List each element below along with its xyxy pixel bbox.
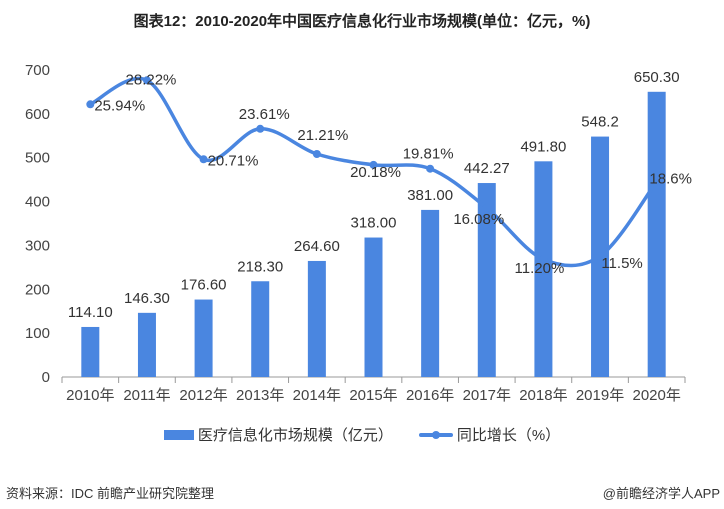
bar-value-label: 442.27 bbox=[464, 160, 510, 177]
growth-point bbox=[652, 177, 661, 186]
bar-value-label: 491.80 bbox=[520, 138, 566, 155]
y-tick-label: 400 bbox=[25, 194, 50, 211]
bar-value-label: 146.30 bbox=[124, 290, 170, 307]
bar-value-label: 114.10 bbox=[68, 304, 113, 321]
bar bbox=[137, 312, 156, 377]
y-tick-label: 200 bbox=[25, 281, 50, 298]
growth-value-label: 20.18% bbox=[350, 164, 401, 181]
legend-line-swatch bbox=[418, 430, 453, 439]
x-tick-label: 2019年 bbox=[576, 387, 624, 404]
growth-value-label: 19.81% bbox=[403, 146, 454, 163]
x-tick-label: 2011年 bbox=[123, 387, 170, 404]
x-tick-label: 2017年 bbox=[463, 387, 511, 404]
growth-point bbox=[369, 160, 378, 169]
bar-value-label: 548.2 bbox=[581, 114, 619, 131]
legend-line-label: 同比增长（%） bbox=[456, 427, 561, 444]
y-tick-label: 700 bbox=[25, 62, 50, 79]
growth-value-label: 11.20% bbox=[515, 260, 565, 277]
y-tick-label: 300 bbox=[25, 237, 50, 254]
bar bbox=[81, 326, 100, 377]
bar bbox=[477, 183, 496, 377]
chart-title: 图表12：2010-2020年中国医疗信息化行业市场规模(单位：亿元，%) bbox=[133, 13, 591, 30]
growth-value-label: 18.6% bbox=[649, 170, 692, 187]
y-tick-label: 0 bbox=[42, 369, 50, 386]
legend-item-line: 同比增长（%） bbox=[418, 424, 561, 445]
bar-value-label: 218.30 bbox=[237, 258, 283, 275]
x-tick-label: 2016年 bbox=[406, 387, 454, 404]
growth-value-label: 21.21% bbox=[297, 127, 348, 144]
y-tick-label: 100 bbox=[25, 325, 50, 342]
credit: @前瞻经济学人APP bbox=[602, 486, 720, 501]
growth-point bbox=[312, 150, 321, 159]
growth-point bbox=[199, 155, 208, 164]
bar-value-label: 650.30 bbox=[634, 69, 680, 86]
growth-point bbox=[256, 124, 265, 133]
growth-value-label: 25.94% bbox=[94, 97, 145, 114]
growth-value-label: 11.5% bbox=[601, 255, 642, 272]
x-tick-label: 2014年 bbox=[293, 387, 341, 404]
legend-bar-label: 医疗信息化市场规模（亿元） bbox=[197, 427, 393, 444]
bar bbox=[364, 237, 383, 377]
bar bbox=[307, 260, 326, 377]
bar bbox=[194, 299, 213, 377]
growth-value-label: 20.71% bbox=[208, 152, 259, 169]
x-tick-label: 2012年 bbox=[179, 387, 227, 404]
bar bbox=[534, 161, 553, 377]
bar-value-label: 176.60 bbox=[181, 277, 227, 294]
bar bbox=[421, 209, 440, 377]
bar-value-label: 264.60 bbox=[294, 238, 340, 255]
growth-point bbox=[86, 100, 95, 109]
growth-value-label: 16.08% bbox=[453, 211, 504, 228]
x-tick-label: 2020年 bbox=[632, 387, 680, 404]
growth-value-label: 23.61% bbox=[239, 106, 290, 123]
legend-item-bar: 医疗信息化市场规模（亿元） bbox=[163, 424, 393, 445]
growth-point bbox=[142, 76, 151, 85]
growth-point bbox=[596, 252, 605, 261]
x-tick-label: 2018年 bbox=[519, 387, 567, 404]
y-tick-label: 600 bbox=[25, 106, 50, 123]
legend-bar-swatch bbox=[163, 429, 194, 440]
growth-point bbox=[539, 255, 548, 264]
legend: 医疗信息化市场规模（亿元） 同比增长（%） bbox=[0, 424, 724, 445]
bar-value-label: 381.00 bbox=[407, 187, 453, 204]
source-note: 资料来源：IDC 前瞻产业研究院整理 bbox=[6, 486, 215, 501]
x-tick-label: 2010年 bbox=[66, 387, 114, 404]
x-tick-label: 2015年 bbox=[349, 387, 397, 404]
growth-point bbox=[426, 164, 435, 173]
y-tick-label: 500 bbox=[25, 150, 50, 167]
growth-value-label: 28.22% bbox=[126, 71, 177, 88]
bar bbox=[647, 91, 666, 377]
growth-point bbox=[482, 203, 491, 212]
x-tick-label: 2013年 bbox=[236, 387, 284, 404]
bar-value-label: 318.00 bbox=[351, 215, 397, 232]
bar bbox=[251, 281, 270, 377]
